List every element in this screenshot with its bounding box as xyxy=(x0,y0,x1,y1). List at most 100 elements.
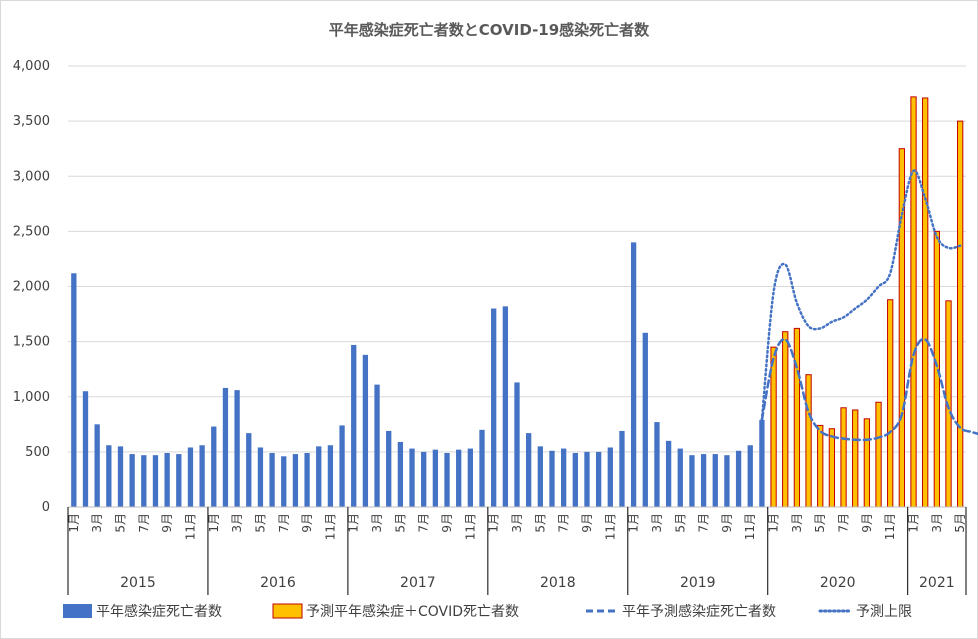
bar-normal xyxy=(327,445,334,507)
bar-covid xyxy=(898,148,906,508)
legend: 平年感染症死亡者数 予測平年感染症＋COVID死亡者数 平年予測感染症死亡者数 … xyxy=(63,603,912,620)
bar-normal xyxy=(491,308,497,507)
bar-normal xyxy=(397,441,404,507)
month-tick-label: 1月 xyxy=(347,513,361,533)
bar-covid xyxy=(875,401,882,508)
month-tick-label: 3月 xyxy=(230,513,244,533)
lines xyxy=(760,169,978,442)
month-tick-label: 5月 xyxy=(393,513,407,533)
bar-normal xyxy=(211,426,217,507)
bar-normal xyxy=(526,433,532,507)
month-tick-label: 1月 xyxy=(487,513,501,533)
bar-normal xyxy=(537,446,543,507)
month-tick-label: 5月 xyxy=(253,513,267,533)
bar-normal xyxy=(444,452,450,507)
bar-normal xyxy=(222,387,229,507)
bar-normal xyxy=(281,456,287,507)
month-tick-label: 3月 xyxy=(790,513,804,533)
legend-swatch-normal xyxy=(63,604,92,618)
bar-normal xyxy=(759,419,765,507)
month-tick-label: 5月 xyxy=(113,513,127,533)
bar-normal xyxy=(362,354,369,507)
y-axis: 0 500 1,000 1,500 2,000 2,500 3,000 3,500 4,000 xyxy=(13,59,50,515)
bar-normal xyxy=(560,448,567,507)
bar-normal xyxy=(467,448,474,507)
month-tick-label: 3月 xyxy=(650,513,664,533)
bar-covid xyxy=(852,409,859,508)
bar-covid xyxy=(922,97,929,508)
month-tick-label: 5月 xyxy=(953,513,967,533)
bar-normal xyxy=(630,242,637,507)
month-tick-label: 7月 xyxy=(137,513,151,533)
month-tick-label: 1月 xyxy=(767,513,781,533)
bar-normal xyxy=(141,455,147,507)
bar-normal xyxy=(689,455,695,507)
bar-normal xyxy=(712,454,718,507)
bar-normal xyxy=(234,390,240,507)
month-tick-label: 3月 xyxy=(90,513,104,533)
month-tick-label: 7月 xyxy=(277,513,291,533)
y-tick-label: 1,000 xyxy=(13,390,50,405)
chart-title: 平年感染症死亡者数とCOVID-19感染死亡者数 xyxy=(329,21,650,39)
y-tick-label: 2,500 xyxy=(13,224,50,239)
bar-covid xyxy=(840,407,847,508)
month-tick-label: 7月 xyxy=(837,513,851,533)
year-label: 2018 xyxy=(540,575,576,591)
month-tick-label: 7月 xyxy=(697,513,711,533)
bar-normal xyxy=(514,382,520,507)
legend-label-normal: 平年感染症死亡者数 xyxy=(96,603,222,620)
bar-normal xyxy=(94,424,100,507)
month-tick-label: 3月 xyxy=(370,513,384,533)
bar-covid xyxy=(793,327,801,508)
month-tick-label: 1月 xyxy=(627,513,641,533)
bar-normal xyxy=(164,452,170,507)
month-tick-label: 3月 xyxy=(510,513,524,533)
bar-covid xyxy=(828,428,836,508)
bar-normal xyxy=(654,422,660,507)
month-tick-label: 5月 xyxy=(673,513,687,533)
bar-normal xyxy=(386,430,392,507)
year-label: 2017 xyxy=(400,575,436,591)
bar-normal xyxy=(642,332,648,507)
year-label: 2021 xyxy=(919,575,955,591)
bar-normal xyxy=(607,447,613,507)
bar-normal xyxy=(456,449,462,507)
bar-normal xyxy=(199,445,205,507)
bar-normal xyxy=(549,450,555,507)
y-tick-label: 0 xyxy=(42,500,50,515)
bar-normal xyxy=(747,445,753,507)
bar-normal xyxy=(479,429,485,507)
bar-normal xyxy=(152,455,159,507)
bar-normal xyxy=(71,273,77,507)
month-tick-label: 9月 xyxy=(720,513,734,533)
bar-covid xyxy=(957,120,964,508)
month-tick-label: 1月 xyxy=(907,513,921,533)
bar-covid xyxy=(910,96,917,508)
bar-covid xyxy=(863,418,871,508)
month-tick-label: 1月 xyxy=(67,513,81,533)
year-label: 2020 xyxy=(820,575,856,591)
bar-covid xyxy=(887,299,894,508)
month-tick-label: 11月 xyxy=(883,513,897,540)
y-tick-label: 3,000 xyxy=(13,169,50,184)
legend-label-forecast: 平年予測感染症死亡者数 xyxy=(622,603,776,620)
month-tick-label: 9月 xyxy=(160,513,174,533)
month-tick-label: 11月 xyxy=(323,513,337,540)
bar-normal xyxy=(117,446,124,507)
bar-normal xyxy=(269,452,275,507)
bar-covid xyxy=(805,374,812,508)
bar-normal xyxy=(665,440,672,507)
grid-lines xyxy=(68,65,966,508)
bar-normal xyxy=(724,455,730,507)
bar-normal xyxy=(584,451,590,507)
bar-normal xyxy=(700,454,707,507)
line-forecast xyxy=(760,337,978,442)
legend-label-upper: 予測上限 xyxy=(856,604,912,620)
y-tick-label: 4,000 xyxy=(13,59,50,74)
month-tick-label: 11月 xyxy=(183,513,197,540)
bar-normal xyxy=(502,306,508,507)
month-tick-label: 1月 xyxy=(207,513,221,533)
bar-normal xyxy=(572,452,578,507)
bar-normal xyxy=(595,451,602,507)
